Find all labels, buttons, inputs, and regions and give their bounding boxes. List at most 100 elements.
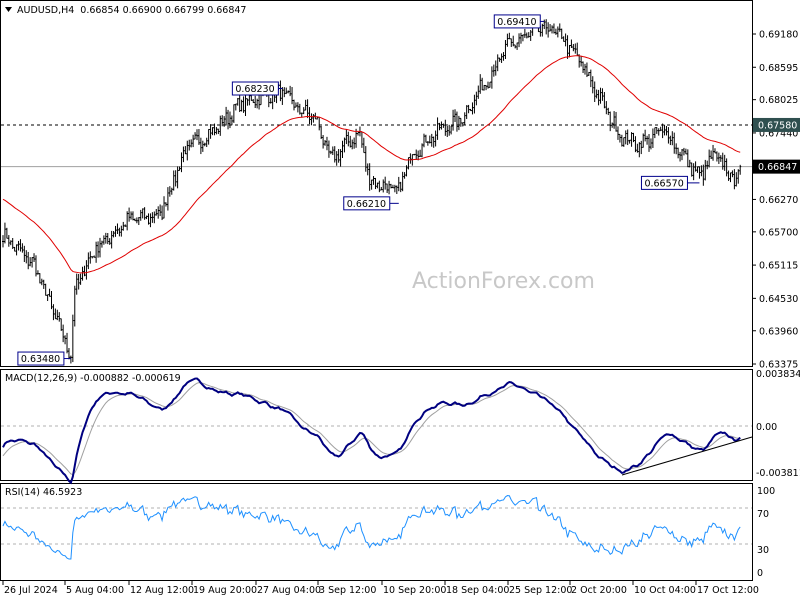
price-bar	[710, 150, 713, 159]
price-bar	[671, 131, 674, 146]
price-bar	[149, 213, 152, 228]
price-bar	[157, 206, 160, 219]
price-bar	[483, 84, 486, 91]
price-bar	[81, 266, 84, 281]
price-bar	[289, 85, 292, 97]
price-bar	[436, 117, 439, 140]
price-bar	[477, 85, 480, 99]
price-bar	[180, 152, 183, 173]
price-bar	[370, 179, 373, 190]
price-bar	[48, 288, 51, 297]
price-bar	[314, 112, 317, 120]
price-bar	[463, 112, 466, 126]
price-bar	[293, 99, 295, 111]
price-bar	[605, 101, 608, 115]
price-bar	[642, 133, 645, 148]
price-bar	[337, 149, 340, 163]
price-bar	[731, 170, 734, 178]
dropdown-triangle-icon[interactable]	[5, 7, 12, 12]
price-bar	[510, 38, 513, 47]
price-bar	[325, 136, 328, 151]
price-bar	[194, 132, 197, 140]
price-bar	[25, 250, 28, 264]
price-bar	[514, 44, 517, 49]
price-bar	[465, 105, 468, 120]
price-bar	[481, 77, 484, 91]
macd-panel[interactable]	[0, 369, 753, 481]
price-bar	[556, 26, 559, 38]
price-bar	[648, 134, 651, 152]
price-bar	[256, 98, 259, 109]
watermark: ActionForex.com	[412, 269, 595, 294]
price-bar	[199, 137, 202, 155]
price-bar	[298, 103, 301, 115]
price-bar	[215, 127, 218, 135]
price-bar	[595, 89, 598, 99]
price-bar	[36, 270, 39, 275]
current-price-badge	[753, 159, 800, 174]
price-bar	[31, 257, 34, 268]
price-bar	[102, 235, 105, 245]
price-bar	[46, 294, 49, 301]
price-bar	[461, 122, 464, 127]
price-bar	[306, 99, 309, 119]
price-bar	[665, 125, 668, 136]
price-bar	[75, 273, 78, 295]
price-bar	[351, 139, 354, 150]
price-bar	[376, 182, 379, 189]
price-bar	[415, 149, 418, 160]
price-bar	[585, 62, 588, 78]
price-bar	[163, 196, 166, 219]
price-bar	[83, 265, 86, 277]
symbol-label: AUDUSD,H4 0.66854 0.66900 0.66799 0.66847	[17, 5, 246, 16]
price-bar	[327, 140, 330, 158]
price-bar	[386, 183, 389, 193]
rsi-panel[interactable]	[0, 483, 753, 581]
price-bar	[362, 137, 365, 154]
price-bar	[506, 33, 509, 47]
price-bar	[29, 257, 32, 267]
price-bar	[252, 99, 255, 104]
price-bar	[715, 151, 718, 162]
price-bar	[618, 133, 621, 143]
price-bar	[357, 132, 360, 136]
price-bar	[116, 223, 119, 235]
price-panel[interactable]	[0, 0, 753, 367]
price-bar	[706, 160, 709, 170]
price-bar	[487, 81, 489, 89]
price-bar	[219, 115, 222, 136]
price-bar	[294, 102, 297, 108]
price-bar	[702, 164, 705, 186]
price-bar	[7, 235, 10, 247]
price-bar	[518, 33, 521, 48]
price-bar	[566, 35, 569, 59]
price-bar	[234, 103, 237, 111]
price-bar	[168, 186, 171, 197]
price-bar	[630, 132, 633, 147]
price-bar	[516, 42, 519, 50]
moving-average-line	[2, 55, 741, 274]
price-bar	[696, 166, 699, 173]
price-bar	[197, 129, 200, 145]
price-bar	[353, 137, 356, 149]
price-bar	[19, 239, 22, 252]
price-bar	[339, 149, 342, 167]
price-bar	[131, 211, 134, 221]
price-bar	[712, 144, 715, 161]
price-bar	[33, 253, 36, 262]
price-bar	[624, 130, 627, 145]
time-tick-label: 25 Sep 12:00	[509, 585, 572, 596]
price-bar	[312, 114, 315, 123]
price-bar	[9, 240, 12, 246]
price-bar	[374, 177, 377, 190]
price-bar	[421, 143, 424, 158]
price-bar	[42, 279, 45, 289]
price-bar	[455, 111, 458, 132]
price-bar	[60, 318, 63, 331]
price-bar	[128, 207, 131, 222]
price-bar	[164, 202, 167, 207]
price-bar	[432, 136, 435, 148]
price-bar	[485, 84, 488, 91]
price-tick-label: 0.68595	[759, 63, 798, 74]
